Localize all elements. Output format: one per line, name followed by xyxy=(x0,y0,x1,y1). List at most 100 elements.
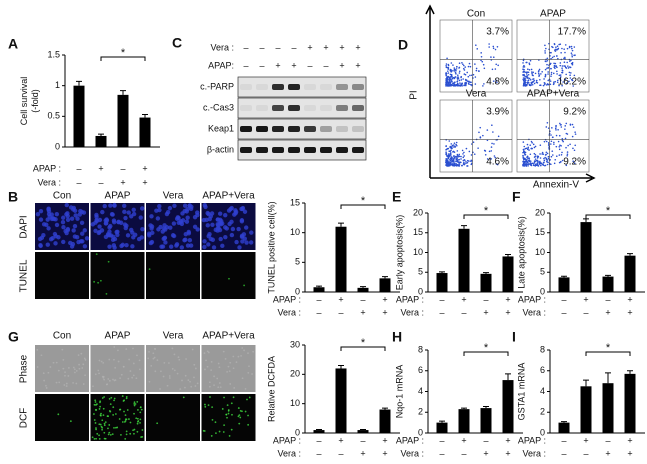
cell xyxy=(52,361,55,364)
panel-letter: I xyxy=(512,329,516,345)
blot-band xyxy=(320,147,332,153)
flow-event xyxy=(466,71,469,74)
flow-event xyxy=(546,159,549,161)
flow-event xyxy=(526,158,529,160)
cell xyxy=(180,218,186,223)
flow-event xyxy=(456,144,458,147)
cell xyxy=(202,244,207,250)
cell xyxy=(94,401,97,403)
cell xyxy=(208,381,211,384)
bar xyxy=(357,430,369,433)
cell xyxy=(55,381,58,384)
flow-event xyxy=(550,75,552,77)
flow-event xyxy=(455,141,458,144)
flow-event xyxy=(451,77,454,80)
cell xyxy=(100,209,105,215)
flow-event xyxy=(449,80,451,83)
cell xyxy=(163,240,168,245)
cell xyxy=(101,375,104,378)
flow-event xyxy=(573,74,576,77)
cell xyxy=(242,209,248,214)
cell xyxy=(191,348,194,351)
panel-letter: E xyxy=(392,189,401,205)
flow-event xyxy=(565,73,567,76)
condition-sign: – xyxy=(360,294,365,304)
column-header: APAP+Vera xyxy=(202,331,255,342)
cell xyxy=(121,421,124,423)
flow-event xyxy=(553,55,555,58)
condition-sign: – xyxy=(439,307,444,317)
cell xyxy=(166,384,169,387)
cell xyxy=(113,358,115,361)
flow-event xyxy=(522,148,525,151)
flow-event xyxy=(453,163,456,165)
flow-event xyxy=(544,60,547,62)
flow-event xyxy=(474,83,477,85)
blot-band xyxy=(272,105,284,111)
cell xyxy=(111,433,114,436)
flow-event xyxy=(526,83,529,85)
flow-event xyxy=(447,66,450,69)
condition-sign: + xyxy=(505,307,510,317)
flow-event xyxy=(547,73,549,75)
cell xyxy=(157,204,162,209)
flow-event xyxy=(451,80,453,83)
flow-event xyxy=(488,150,491,153)
condition-sign: – xyxy=(483,294,488,304)
cell xyxy=(94,409,97,411)
flow-event xyxy=(545,47,547,50)
blot-sign: – xyxy=(259,42,264,52)
flow-event xyxy=(571,49,574,52)
flow-event xyxy=(474,63,476,65)
cell xyxy=(57,369,60,372)
cell xyxy=(106,233,111,238)
micrograph xyxy=(146,252,200,299)
flow-event xyxy=(570,62,573,65)
bar xyxy=(379,409,391,433)
flow-event xyxy=(559,122,561,125)
flow-event xyxy=(526,61,528,64)
cell xyxy=(91,436,94,439)
micrograph xyxy=(35,345,89,392)
flow-event xyxy=(482,85,484,87)
cell xyxy=(138,368,141,371)
flow-event xyxy=(465,160,467,163)
flow-event xyxy=(533,82,536,85)
flow-event xyxy=(529,162,532,164)
cell xyxy=(83,357,86,360)
flow-event xyxy=(526,161,529,164)
cell xyxy=(100,412,102,415)
y-tick-label: 6 xyxy=(418,365,423,375)
cell xyxy=(208,214,214,219)
cell xyxy=(120,373,123,376)
cell xyxy=(185,215,190,220)
cell xyxy=(113,397,116,400)
flow-event xyxy=(458,72,461,74)
panel-letter: A xyxy=(8,36,18,52)
flow-event xyxy=(456,77,459,80)
bar xyxy=(95,135,107,147)
flow-event xyxy=(536,155,539,157)
flow-event xyxy=(561,139,564,142)
condition-name: APAP : xyxy=(396,435,424,445)
blot-band xyxy=(352,84,364,90)
blot-band xyxy=(336,105,348,111)
cell xyxy=(133,428,136,431)
cell xyxy=(78,367,81,370)
cell xyxy=(239,218,245,223)
condition-sign: + xyxy=(605,448,610,458)
flow-event xyxy=(522,62,524,64)
error-bar xyxy=(505,253,511,257)
flow-event xyxy=(569,123,572,126)
flow-event xyxy=(564,65,566,67)
cell xyxy=(223,424,226,427)
column-header: APAP xyxy=(105,331,131,342)
cell xyxy=(148,380,151,383)
cell xyxy=(248,396,251,399)
flow-event xyxy=(550,73,553,76)
cell xyxy=(63,384,66,386)
cell xyxy=(207,404,210,407)
flow-event xyxy=(472,73,475,76)
cell xyxy=(108,223,113,229)
cell xyxy=(185,243,191,248)
